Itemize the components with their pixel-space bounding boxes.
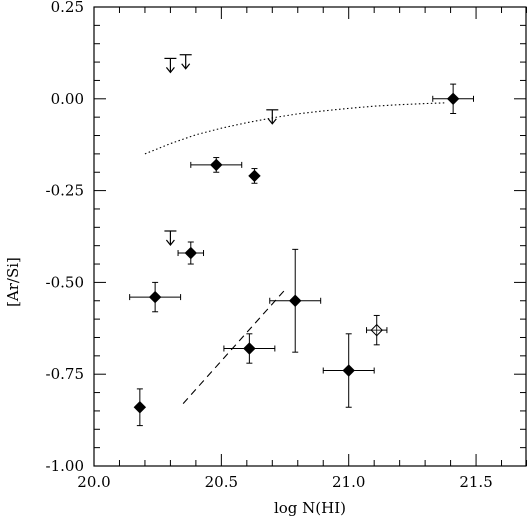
plot-frame [93,6,527,467]
data-point [190,157,243,173]
y-tick-label: 0.25 [51,0,84,16]
data-point [223,333,276,364]
data-point [432,83,475,114]
limit-arrowhead [165,67,175,74]
filled-diamond-marker [342,364,355,377]
y-tick-label: -1.00 [46,457,84,475]
data-point [322,333,375,408]
limit-arrowhead [181,63,191,70]
data-point [133,388,147,427]
y-tick-label: -0.50 [46,273,84,291]
filled-diamond-marker [148,290,162,304]
data-point [269,248,322,353]
upper-limit-marker [266,109,279,125]
dotted-curve [144,102,446,155]
upper-limit-marker [179,54,192,70]
filled-diamond-marker [289,294,302,307]
y-tick-label: -0.75 [46,365,84,383]
filled-diamond-marker [243,342,256,355]
y-axis-label: [Ar/Si] [4,257,22,307]
filled-diamond-marker [446,92,460,106]
filled-diamond-marker [248,169,261,183]
upper-limit-marker [164,230,177,246]
filled-diamond-marker [184,246,197,260]
limit-arrowhead [267,118,277,125]
data-point [248,168,261,184]
y-tick-label: 0.00 [51,90,84,108]
data-point [129,281,182,313]
x-tick-label: 21.5 [459,473,492,491]
x-tick-label: 20.0 [77,473,110,491]
y-tick-label: -0.25 [46,182,84,200]
dashed-curve [182,289,286,404]
x-tick-label: 20.5 [205,473,238,491]
x-tick-label: 21.0 [332,473,365,491]
filled-diamond-marker [210,158,223,172]
data-point [177,241,205,265]
limit-arrowhead [165,239,175,246]
x-axis-label: log N(HI) [274,499,346,517]
data-point [366,314,388,346]
filled-diamond-marker [133,401,147,414]
upper-limit-marker [164,57,177,74]
